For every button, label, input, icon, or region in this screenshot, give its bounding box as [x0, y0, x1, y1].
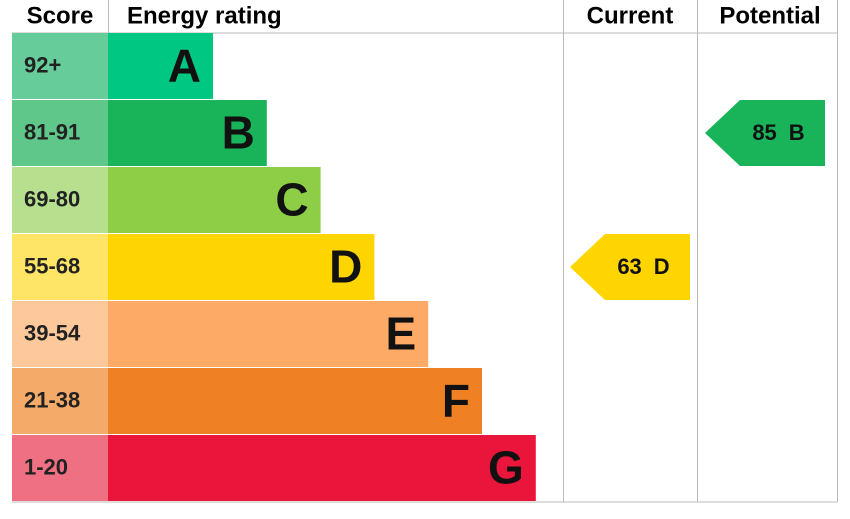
band-letter: C: [275, 174, 308, 226]
header-rating: Energy rating: [127, 2, 282, 29]
band-letter: B: [222, 107, 255, 159]
band-letter: A: [168, 40, 201, 92]
score-label: 39-54: [24, 320, 81, 345]
band-bar: [108, 368, 482, 434]
score-cell: [12, 100, 108, 166]
score-cell: [12, 368, 108, 434]
score-label: 69-80: [24, 186, 80, 211]
score-label: 92+: [24, 52, 61, 77]
grid: [12, 0, 838, 503]
current-value: 63: [617, 254, 641, 279]
band-letter: E: [386, 308, 417, 360]
current-letter: D: [654, 254, 670, 279]
band-bar: [108, 167, 321, 233]
score-cell: [12, 301, 108, 367]
score-label: 55-68: [24, 253, 80, 278]
band-bar: [108, 301, 429, 367]
score-cell: [12, 33, 108, 99]
band-letter: D: [329, 241, 362, 293]
band-bar: [108, 33, 213, 99]
band-bar: [108, 435, 536, 501]
band-letter: G: [488, 442, 524, 494]
potential-arrow: [705, 100, 825, 166]
potential-letter: B: [789, 120, 805, 145]
current-arrow: [570, 234, 690, 300]
score-cell: [12, 234, 108, 300]
header-potential: Potential: [719, 2, 820, 29]
band-bar: [108, 234, 375, 300]
current-label: 63 D: [617, 254, 669, 279]
potential-label: 85 B: [752, 120, 804, 145]
band-bar: [108, 100, 267, 166]
score-cell: [12, 435, 108, 501]
score-cell: [12, 167, 108, 233]
header-current: Current: [587, 2, 674, 29]
score-label: 21-38: [24, 387, 80, 412]
header-score: Score: [27, 2, 94, 29]
band-letter: F: [442, 375, 470, 427]
potential-value: 85: [752, 120, 776, 145]
score-label: 81-91: [24, 119, 80, 144]
score-label: 1-20: [24, 454, 68, 479]
